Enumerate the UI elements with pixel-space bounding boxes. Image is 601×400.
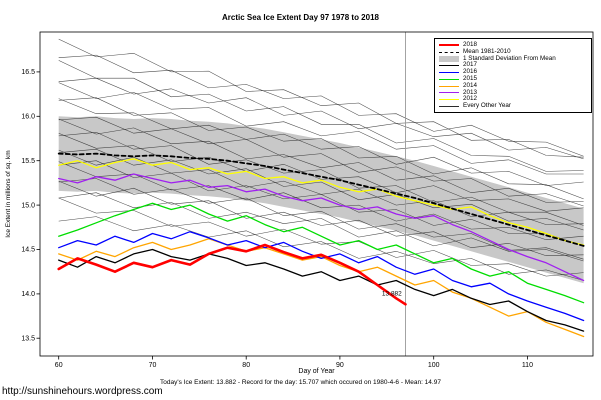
other-year-line: [58, 160, 584, 247]
caption-text: Today's Ice Extent: 13.882 - Record for …: [160, 379, 441, 386]
legend-row: 2016: [439, 68, 587, 76]
legend-swatch-every-other-year: [439, 106, 459, 108]
legend-swatch-2015: [439, 78, 459, 80]
series-2017: [58, 248, 585, 332]
x-tick-label: 80: [242, 362, 250, 369]
y-tick-label: 13.5: [21, 335, 35, 342]
other-year-line: [58, 77, 584, 160]
other-year-line: [58, 38, 584, 158]
legend-swatch-2013: [439, 92, 459, 94]
series-2015: [58, 202, 585, 304]
legend-label-1-standard-deviation-from-mean: 1 Standard Deviation From Mean: [463, 54, 556, 62]
legend-swatch-mean-1981-2010: [439, 51, 459, 53]
legend-label-2012: 2012: [463, 95, 478, 103]
legend-row: Mean 1981-2010: [439, 47, 587, 56]
legend-row: 1 Standard Deviation From Mean: [439, 54, 587, 63]
other-year-line: [58, 118, 584, 203]
legend-swatch-2014: [439, 85, 459, 87]
series-2018: [57, 243, 407, 306]
legend-swatch-2018: [439, 44, 459, 47]
legend-swatch-2012: [439, 99, 459, 101]
y-tick-label: 15.0: [21, 202, 35, 209]
legend-label-2018: 2018: [463, 41, 478, 48]
current-extent-label: 13.882: [382, 291, 402, 298]
series-2014: [58, 238, 585, 338]
other-year-line: [58, 161, 584, 240]
legend-row: 2012: [439, 96, 587, 103]
other-year-line: [58, 97, 584, 200]
legend-row: 2015: [439, 74, 587, 83]
y-tick-label: 16.5: [21, 69, 35, 76]
legend-swatch-1-standard-deviation-from-mean: [439, 55, 459, 62]
other-year-line: [58, 180, 584, 256]
other-year-line: [58, 132, 584, 212]
other-year-line: [58, 54, 584, 157]
other-year-line: [58, 197, 584, 277]
legend-swatch-2017: [439, 65, 459, 67]
other-year-line: [58, 98, 584, 186]
legend-label-mean-1981-2010: Mean 1981-2010: [463, 47, 511, 55]
y-tick-label: 15.5: [21, 158, 35, 165]
x-tick-label: 60: [55, 362, 63, 369]
legend-row: 2014: [439, 81, 587, 90]
other-year-line: [58, 82, 584, 175]
legend-label-2015: 2015: [463, 74, 478, 82]
legend-row: 2013: [439, 88, 587, 97]
series-2016: [58, 231, 585, 322]
legend-swatch-2016: [439, 72, 459, 74]
other-year-line: [58, 216, 584, 281]
plot-border: [39, 31, 594, 357]
series-2013: [58, 173, 585, 282]
stddev-band: [58, 116, 584, 284]
legend-label-2013: 2013: [463, 88, 478, 96]
y-tick-label: 14.5: [21, 247, 35, 254]
y-tick-label: 16.0: [21, 114, 35, 121]
y-axis-title: Ice Extent in millions of sq. km: [5, 150, 12, 237]
x-axis-title: Day of Year: [298, 368, 335, 375]
url-watermark: http://sunshinehours.wordpress.com: [2, 386, 163, 397]
legend: 2018 Mean 1981-2010 1 Standard Deviation F…: [434, 38, 592, 113]
x-tick-label: 90: [336, 362, 344, 369]
other-year-line: [58, 132, 584, 226]
legend-row: Every Other Year: [439, 102, 587, 110]
x-tick-label: 110: [522, 362, 533, 369]
x-tick-label: 70: [149, 362, 157, 369]
legend-label-every-other-year: Every Other Year: [463, 102, 511, 110]
series-mean-1981-2010: [57, 152, 585, 247]
legend-row: 2017: [439, 62, 587, 69]
legend-label-2014: 2014: [463, 81, 478, 89]
x-tick-label: 100: [428, 362, 440, 369]
other-year-line: [58, 116, 584, 207]
series-2012: [58, 158, 585, 246]
legend-row: 2018: [439, 41, 587, 49]
legend-label-2016: 2016: [463, 68, 478, 76]
chart-title: Arctic Sea Ice Extent Day 97 1978 to 201…: [222, 13, 379, 22]
y-tick-label: 14.0: [21, 291, 35, 298]
other-year-line: [58, 60, 584, 172]
legend-label-2017: 2017: [463, 61, 478, 69]
